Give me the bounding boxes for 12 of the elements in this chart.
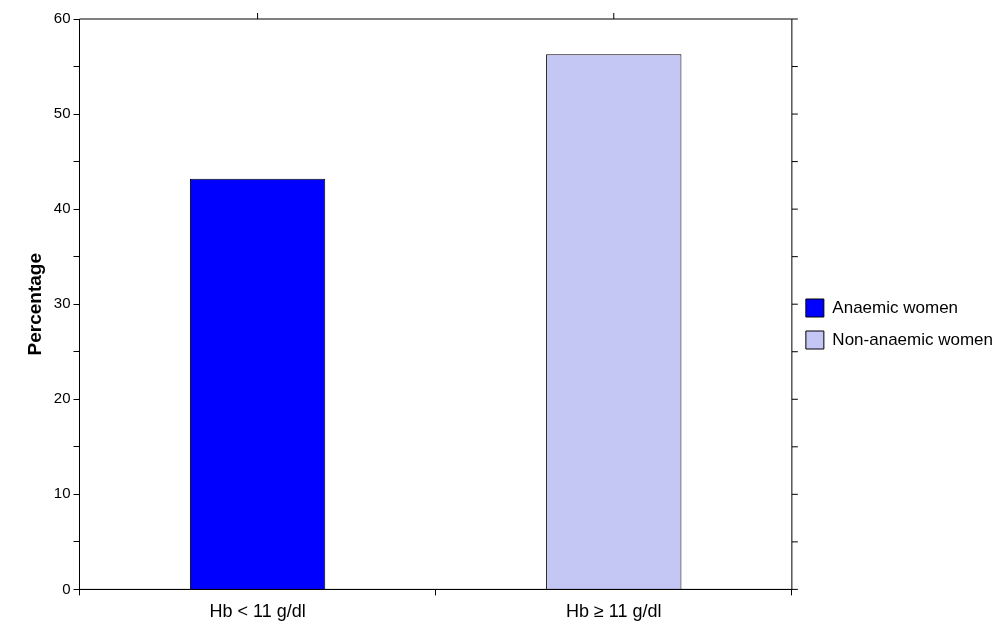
x-tick-label: Hb ≥ 11 g/dl (565, 601, 662, 622)
y-tick-label: 0 (62, 579, 71, 597)
y-axis-title: Percentage (23, 252, 45, 356)
y-tick-label: 60 (53, 9, 71, 27)
y-tick-label: 50 (53, 104, 71, 122)
y-tick-label: 10 (53, 484, 71, 502)
legend-label: Non-anaemic women (832, 329, 994, 349)
y-tick-label: 30 (53, 294, 71, 312)
x-tick-label: Hb < 11 g/dl (209, 601, 306, 622)
legend-label: Anaemic women (832, 297, 959, 317)
y-tick-label: 40 (53, 199, 71, 217)
y-tick-label: 20 (53, 389, 71, 407)
